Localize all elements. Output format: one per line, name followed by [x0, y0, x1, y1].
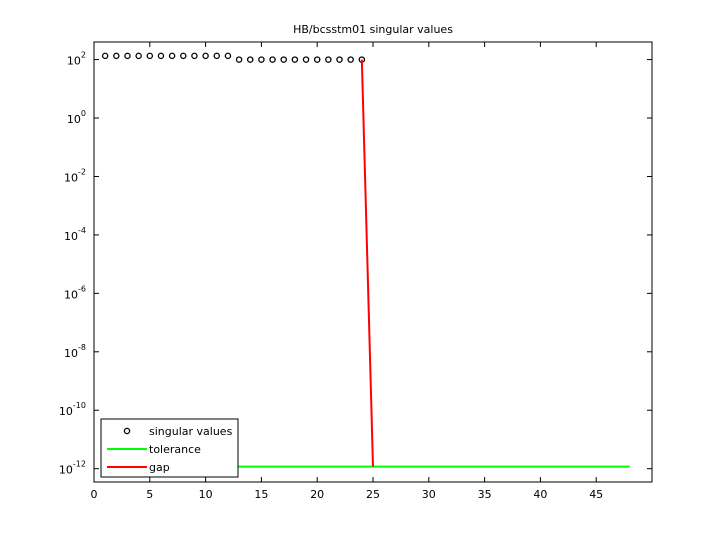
- point: [325, 56, 332, 63]
- y-tick-label: 10-4: [64, 226, 86, 243]
- line: [360, 59, 374, 467]
- y-tick-label: 10-10: [59, 401, 86, 418]
- point: [235, 56, 243, 63]
- point: [113, 52, 120, 60]
- point: [101, 52, 109, 60]
- x-tick-label: 45: [589, 488, 603, 501]
- point: [269, 56, 276, 63]
- chart-title: HB/bcsstm01 singular values: [293, 23, 453, 36]
- point: [258, 56, 265, 63]
- point: [336, 56, 343, 63]
- point: [124, 52, 131, 60]
- y-tick-label: 100: [67, 109, 86, 126]
- x-tick-label: 35: [478, 488, 492, 501]
- x-tick-label: 40: [533, 488, 547, 501]
- x-tick-label: 20: [310, 488, 324, 501]
- y-tick-label: 10-6: [64, 284, 86, 301]
- y-tick-label: 102: [67, 51, 86, 68]
- point: [135, 52, 142, 60]
- point: [180, 52, 187, 60]
- x-tick-label: 10: [199, 488, 213, 501]
- legend-label: gap: [149, 461, 170, 474]
- point: [291, 56, 299, 63]
- point: [347, 56, 354, 63]
- y-tick-label: 10-2: [64, 167, 86, 184]
- x-tick-label: 30: [422, 488, 436, 501]
- legend-marker: [123, 427, 131, 435]
- point: [313, 56, 321, 63]
- legend-label: tolerance: [149, 443, 201, 456]
- x-tick-label: 0: [91, 488, 98, 501]
- point: [213, 52, 221, 60]
- point: [224, 52, 232, 60]
- legend-label: singular values: [149, 425, 233, 438]
- point: [168, 52, 176, 60]
- point: [202, 52, 209, 60]
- x-tick-label: 5: [146, 488, 153, 501]
- point: [191, 52, 198, 60]
- point: [280, 56, 287, 63]
- plot-area: [93, 41, 653, 483]
- point: [146, 52, 154, 60]
- x-tick-label: 25: [366, 488, 380, 501]
- point: [246, 56, 254, 63]
- y-tick-label: 10-12: [59, 460, 86, 477]
- point: [302, 56, 310, 63]
- x-tick-label: 15: [254, 488, 268, 501]
- point: [157, 52, 165, 60]
- y-tick-label: 10-8: [64, 343, 86, 360]
